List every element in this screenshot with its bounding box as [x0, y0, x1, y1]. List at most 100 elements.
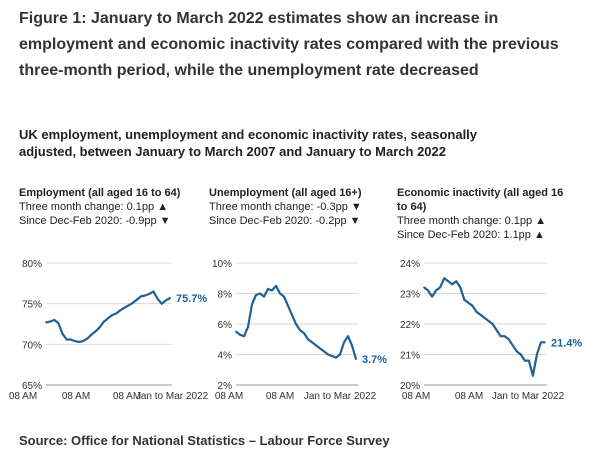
unemployment-data-point: [343, 341, 345, 344]
unemployment-xtick-label: 08 AM: [215, 391, 243, 402]
unemployment-data-point: [355, 358, 357, 360]
employment-series-line: [45, 290, 171, 343]
employment-data-point: [98, 326, 101, 329]
inactivity-title: Economic inactivity (all aged 16 to 64): [397, 187, 564, 213]
unemployment-ytick-label: 2%: [218, 381, 233, 392]
unemployment-data-point: [287, 304, 289, 307]
inactivity-ytick-label: 22%: [400, 320, 420, 331]
employment-data-point: [144, 294, 147, 297]
unemployment-since-dec-feb-2020: Since Dec-Feb 2020: -0.2pp ▼: [209, 215, 361, 227]
employment-data-point: [45, 321, 47, 324]
employment-since-dec-feb-2020: Since Dec-Feb 2020: -0.9pp ▼: [19, 215, 171, 227]
inactivity-three-month-change: Three month change: 0.1pp ▲: [397, 215, 547, 227]
inactivity-data-point: [515, 350, 518, 353]
unemployment-data-point: [315, 344, 317, 347]
employment-xtick-label: Jan to Mar 2022: [136, 391, 209, 402]
employment-title: Employment (all aged 16 to 64): [19, 187, 181, 199]
unemployment-xtick-label: Jan to Mar 2022: [304, 391, 377, 402]
inactivity-data-point: [427, 289, 429, 292]
figure-title: Figure 1: January to March 2022 estimate…: [19, 10, 559, 79]
inactivity-data-point: [503, 335, 506, 338]
employment-data-point: [140, 295, 142, 298]
employment-data-point: [69, 338, 72, 341]
unemployment-data-point: [311, 341, 313, 344]
employment-data-point: [127, 304, 130, 307]
employment-data-point: [61, 332, 64, 335]
inactivity-panel-header: Economic inactivity (all aged 16 to 64) …: [397, 186, 567, 242]
employment-ytick-label: 65%: [22, 381, 42, 392]
inactivity-data-point: [459, 286, 462, 289]
unemployment-data-point: [235, 330, 237, 333]
inactivity-data-point: [475, 310, 478, 313]
inactivity-data-point: [507, 338, 510, 341]
employment-data-point: [119, 309, 122, 312]
unemployment-ytick-label: 8%: [218, 290, 233, 301]
inactivity-data-point: [447, 280, 450, 283]
inactivity-data-point: [439, 286, 442, 289]
employment-data-point: [152, 290, 155, 293]
employment-data-point: [57, 322, 60, 325]
unemployment-data-point: [303, 332, 305, 335]
unemployment-ytick-label: 6%: [218, 320, 233, 331]
unemployment-data-point: [299, 329, 301, 331]
unemployment-data-point: [351, 344, 353, 347]
inactivity-ytick-label: 21%: [400, 351, 420, 362]
employment-data-point: [78, 340, 80, 343]
inactivity-data-point: [483, 317, 486, 319]
inactivity-data-point: [435, 289, 437, 292]
employment-panel-header: Employment (all aged 16 to 64) Three mon…: [19, 186, 189, 228]
inactivity-data-point: [536, 353, 538, 356]
inactivity-since-dec-feb-2020: Since Dec-Feb 2020: 1.1pp ▲: [397, 229, 545, 241]
employment-ytick-label: 75%: [22, 300, 42, 311]
inactivity-data-point: [423, 286, 425, 289]
unemployment-data-point: [263, 295, 265, 298]
inactivity-ytick-label: 23%: [400, 290, 420, 301]
unemployment-data-point: [283, 295, 285, 298]
inactivity-data-point: [532, 374, 534, 377]
employment-data-point: [102, 320, 105, 323]
unemployment-data-point: [259, 292, 261, 295]
employment-data-point: [94, 330, 97, 333]
figure-subtitle: UK employment, unemployment and economic…: [19, 127, 478, 159]
unemployment-ytick-label: 10%: [212, 259, 232, 270]
employment-three-month-change: Three month change: 0.1pp ▲: [19, 201, 169, 213]
inactivity-data-point: [540, 341, 542, 344]
employment-end-value-label: 75.7%: [176, 293, 207, 305]
inactivity-data-point: [523, 359, 526, 362]
unemployment-data-point: [251, 303, 253, 306]
unemployment-data-point: [295, 323, 297, 325]
employment-data-point: [111, 314, 114, 316]
inactivity-data-point: [463, 298, 466, 301]
employment-xtick-label: 08 AM: [113, 391, 141, 402]
inactivity-xtick-label: Jan to Mar 2022: [492, 391, 565, 402]
inactivity-xtick-label: 08 AM: [455, 391, 483, 402]
employment-data-point: [115, 312, 118, 315]
employment-data-point: [107, 317, 109, 320]
unemployment-data-point: [347, 335, 349, 338]
unemployment-data-point: [335, 356, 337, 359]
unemployment-data-point: [307, 338, 309, 341]
employment-xtick-label: 08 AM: [9, 391, 37, 402]
unemployment-data-point: [267, 288, 269, 290]
employment-data-point: [148, 293, 151, 295]
inactivity-data-point: [495, 329, 498, 331]
unemployment-data-point: [327, 353, 329, 356]
unemployment-title: Unemployment (all aged 16+): [209, 187, 362, 199]
employment-data-point: [160, 302, 163, 305]
inactivity-data-point: [527, 359, 530, 362]
unemployment-data-point: [243, 335, 245, 338]
unemployment-ytick-label: 4%: [218, 351, 233, 362]
unemployment-data-point: [319, 347, 321, 350]
source-note: Source: Office for National Statistics –…: [19, 433, 390, 448]
unemployment-three-month-change: Three month change: -0.3pp ▼: [209, 201, 362, 213]
unemployment-data-point: [279, 292, 281, 295]
unemployment-xtick-label: 08 AM: [266, 391, 294, 402]
inactivity-data-point: [467, 301, 470, 304]
employment-data-point: [65, 338, 68, 341]
employment-ytick-label: 70%: [22, 340, 42, 351]
unemployment-series-line: [235, 284, 358, 360]
inactivity-data-point: [443, 277, 446, 280]
unemployment-data-point: [331, 355, 333, 357]
employment-data-point: [49, 320, 52, 323]
employment-data-point: [82, 340, 85, 342]
